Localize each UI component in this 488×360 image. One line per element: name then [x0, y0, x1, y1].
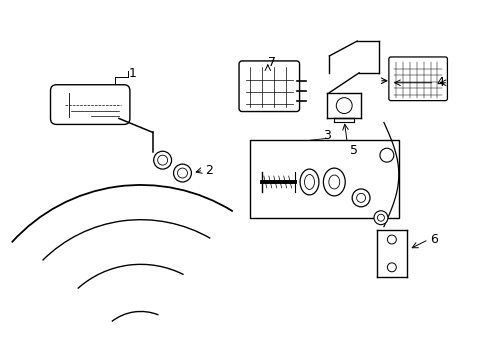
- Circle shape: [157, 155, 167, 165]
- FancyBboxPatch shape: [239, 61, 299, 112]
- Ellipse shape: [356, 193, 365, 202]
- Ellipse shape: [336, 98, 351, 113]
- Text: 6: 6: [429, 233, 438, 246]
- Circle shape: [153, 151, 171, 169]
- Text: 3: 3: [323, 129, 330, 142]
- Circle shape: [379, 148, 393, 162]
- Ellipse shape: [351, 189, 369, 207]
- Circle shape: [377, 214, 384, 221]
- FancyBboxPatch shape: [388, 57, 447, 100]
- Text: 5: 5: [349, 144, 357, 157]
- Circle shape: [373, 211, 387, 225]
- Text: 7: 7: [267, 57, 275, 69]
- Text: 4: 4: [436, 76, 444, 89]
- Ellipse shape: [323, 168, 345, 196]
- Bar: [249, 140, 398, 218]
- FancyBboxPatch shape: [50, 85, 130, 125]
- Ellipse shape: [300, 169, 318, 195]
- Circle shape: [386, 263, 395, 272]
- Ellipse shape: [328, 175, 339, 189]
- Text: 1: 1: [129, 67, 137, 80]
- Circle shape: [173, 164, 191, 182]
- Circle shape: [386, 235, 395, 244]
- Text: 2: 2: [205, 163, 213, 176]
- Circle shape: [177, 168, 187, 178]
- Ellipse shape: [304, 175, 314, 189]
